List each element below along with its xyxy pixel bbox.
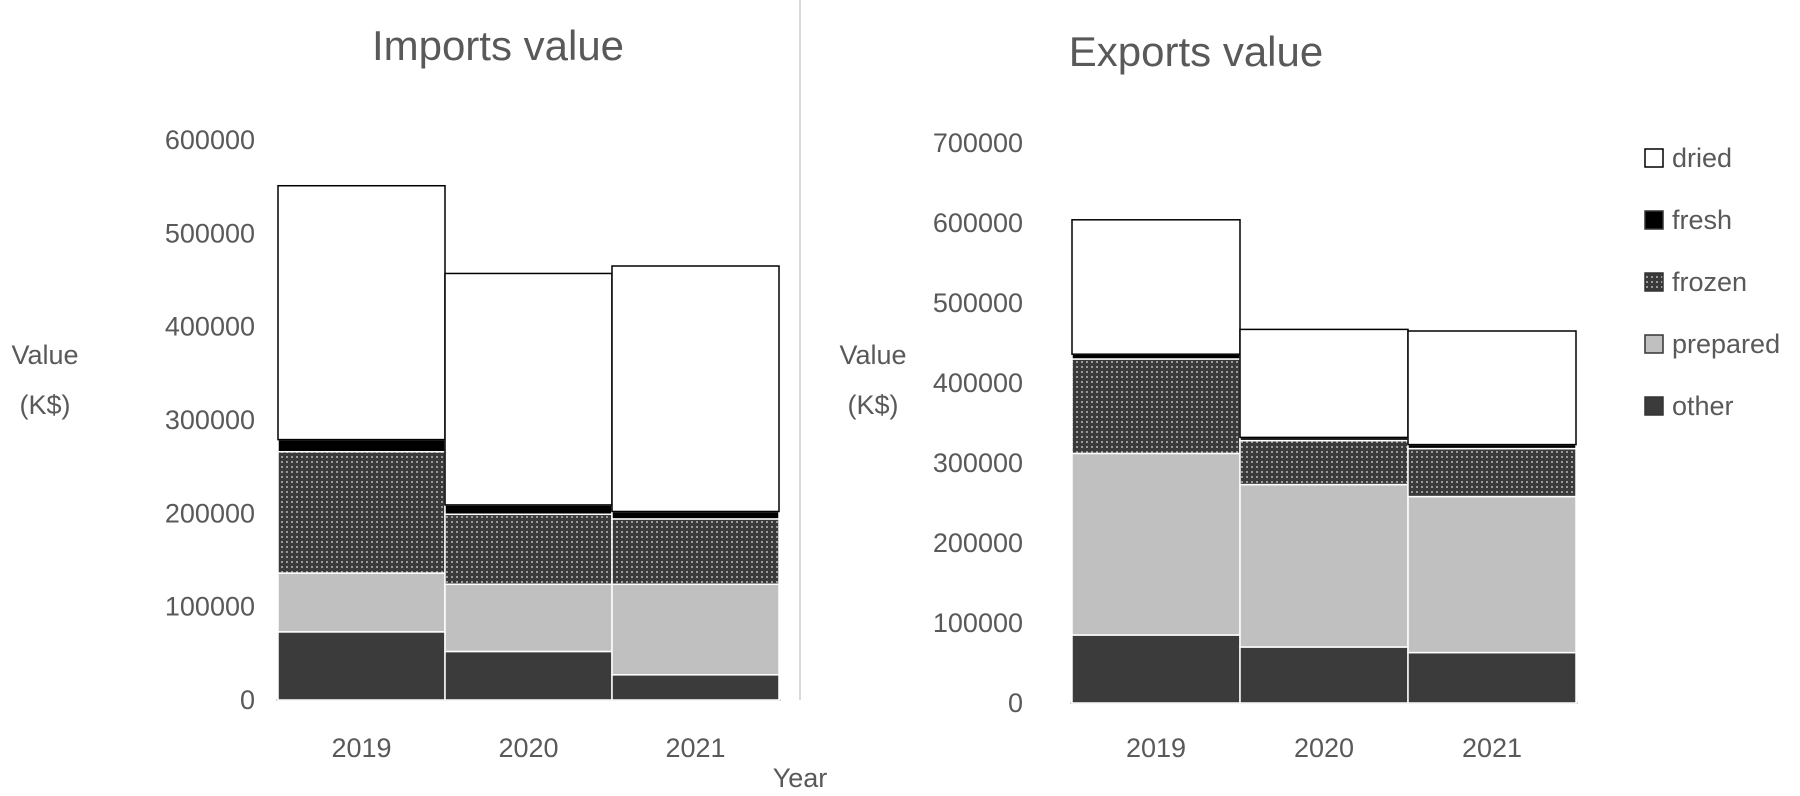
exports-bar-2019-prepared [1071, 452, 1241, 636]
x-axis-title: Year [773, 763, 828, 793]
exports-xtick-2021: 2021 [1462, 733, 1522, 763]
exports-chart: Exports value Value (K$) 0 100000 200000 30… [839, 28, 1780, 763]
exports-bar-2021-other [1407, 651, 1577, 704]
legend-item-fresh: fresh [1644, 205, 1732, 235]
exports-ylabel-line2: (K$) [847, 390, 898, 420]
legend: dried fresh frozen prepared other [1644, 143, 1780, 421]
exports-ytick-0: 0 [1008, 688, 1023, 718]
imports-chart: Imports value Value (K$) 0 100000 200000 30… [11, 22, 827, 793]
imports-ytick-200000: 200000 [165, 498, 255, 528]
legend-label-frozen: frozen [1672, 267, 1747, 297]
imports-ylabel-line2: (K$) [19, 390, 70, 420]
exports-bar-2020-frozen [1239, 439, 1409, 486]
legend-item-frozen: frozen [1644, 267, 1747, 297]
legend-swatch-dried [1644, 148, 1664, 168]
legend-swatch-frozen [1644, 272, 1664, 292]
imports-bar-2021-frozen [611, 518, 780, 586]
imports-xtick-2019: 2019 [331, 733, 391, 763]
imports-bars [276, 184, 781, 701]
legend-item-dried: dried [1644, 143, 1732, 173]
imports-bar-2020-other [444, 650, 613, 701]
exports-ytick-700000: 700000 [933, 128, 1023, 158]
exports-title: Exports value [1069, 28, 1323, 75]
imports-bar-2020-dried [444, 272, 613, 506]
imports-title: Imports value [372, 22, 624, 69]
exports-ytick-100000: 100000 [933, 608, 1023, 638]
exports-y-axis: 0 100000 200000 300000 400000 500000 600000 700… [933, 128, 1023, 718]
legend-swatch-fresh [1644, 210, 1664, 230]
imports-bar-2019-fresh [277, 438, 446, 453]
exports-bar-2021-prepared [1407, 495, 1577, 654]
imports-bar-2019-prepared [277, 572, 446, 633]
legend-swatch-prepared [1644, 334, 1664, 354]
imports-ytick-300000: 300000 [165, 405, 255, 435]
exports-x-axis: 2019 2020 2021 [1126, 733, 1522, 763]
legend-swatch-other [1644, 396, 1664, 416]
exports-xtick-2019: 2019 [1126, 733, 1186, 763]
exports-bar-2021-dried [1407, 330, 1577, 446]
imports-bar-2019-dried [277, 184, 446, 441]
exports-bar-2019-frozen [1071, 358, 1241, 455]
imports-xtick-2020: 2020 [498, 733, 558, 763]
exports-xtick-2020: 2020 [1294, 733, 1354, 763]
imports-ytick-500000: 500000 [165, 218, 255, 248]
legend-label-dried: dried [1672, 143, 1732, 173]
exports-bar-2019-dried [1071, 219, 1241, 355]
imports-ytick-600000: 600000 [165, 125, 255, 155]
legend-item-other: other [1644, 391, 1734, 421]
exports-bar-2021-frozen [1407, 447, 1577, 498]
imports-bar-2020-fresh [444, 504, 613, 516]
exports-ytick-300000: 300000 [933, 448, 1023, 478]
exports-ytick-500000: 500000 [933, 288, 1023, 318]
exports-bar-2020-other [1239, 646, 1409, 704]
exports-ytick-600000: 600000 [933, 208, 1023, 238]
imports-bar-2020-prepared [444, 583, 613, 653]
imports-y-axis: 0 100000 200000 300000 400000 500000 600000 [165, 125, 255, 715]
exports-ytick-400000: 400000 [933, 368, 1023, 398]
exports-bar-2020-dried [1239, 328, 1409, 439]
exports-bar-2019-other [1071, 634, 1241, 704]
imports-x-axis: 2019 2020 2021 [331, 733, 725, 763]
imports-ytick-100000: 100000 [165, 592, 255, 622]
imports-bar-2021-dried [611, 265, 780, 513]
imports-bar-2021-prepared [611, 583, 780, 676]
legend-label-other: other [1672, 391, 1734, 421]
imports-bar-2019-other [277, 631, 446, 701]
imports-ylabel-line1: Value [11, 340, 78, 370]
exports-bar-2020-prepared [1239, 483, 1409, 648]
imports-ytick-0: 0 [240, 685, 255, 715]
exports-bars [1070, 219, 1578, 704]
imports-bar-2021-fresh [611, 510, 780, 520]
legend-label-prepared: prepared [1672, 329, 1780, 359]
imports-ytick-400000: 400000 [165, 312, 255, 342]
exports-ytick-200000: 200000 [933, 528, 1023, 558]
imports-bar-2019-frozen [277, 450, 446, 574]
imports-bar-2021-other [611, 674, 780, 701]
legend-item-prepared: prepared [1644, 329, 1780, 359]
imports-xtick-2021: 2021 [665, 733, 725, 763]
legend-label-fresh: fresh [1672, 205, 1732, 235]
exports-ylabel-line1: Value [839, 340, 906, 370]
imports-bar-2020-frozen [444, 513, 613, 586]
